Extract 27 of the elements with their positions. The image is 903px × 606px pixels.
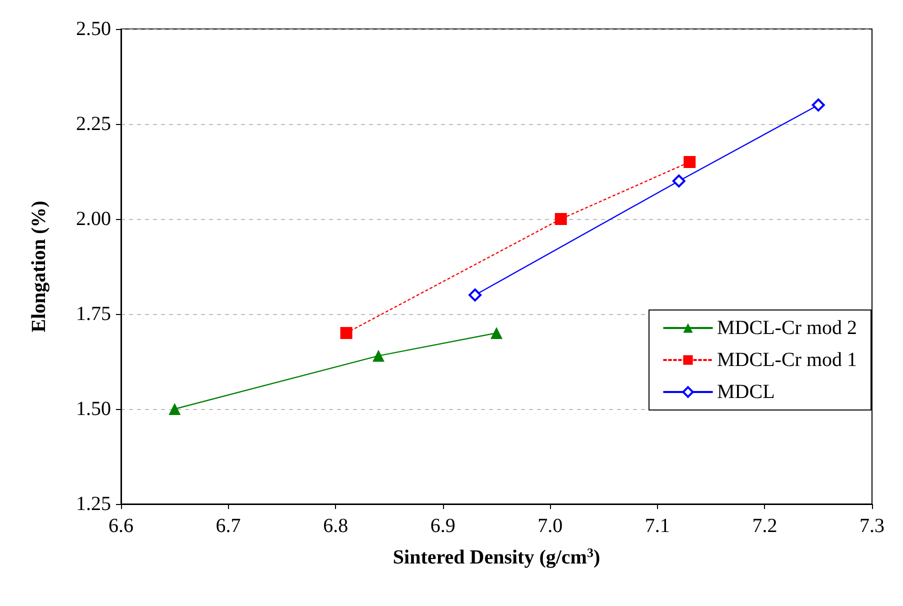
x-tick-label: 6.9	[430, 515, 456, 537]
legend-label: MDCL-Cr mod 2	[717, 317, 857, 339]
y-tick-label: 2.25	[76, 113, 111, 135]
point	[468, 288, 482, 302]
y-tick-label: 1.25	[76, 493, 111, 515]
x-tick-label: 7.1	[644, 515, 670, 537]
y-tick-label: 2.00	[76, 208, 111, 230]
point	[372, 350, 384, 362]
x-tick-label: 6.8	[323, 515, 348, 537]
legend-label: MDCL-Cr mod 1	[717, 349, 857, 371]
x-tick-label: 6.7	[216, 515, 241, 537]
point	[490, 327, 502, 339]
x-tick-label: 7.0	[538, 515, 563, 537]
y-tick-label: 1.75	[76, 303, 111, 325]
y-tick-label: 2.50	[76, 18, 111, 40]
x-tick-label: 7.3	[860, 515, 884, 537]
x-tick-label: 7.2	[752, 515, 778, 537]
y-axis-title: Elongation (%)	[28, 200, 50, 332]
point	[554, 213, 567, 225]
point	[168, 403, 181, 415]
point	[340, 327, 352, 339]
point	[672, 174, 686, 188]
x-tick-label: 6.6	[108, 515, 134, 537]
y-tick-label: 1.50	[76, 398, 111, 420]
point	[812, 98, 825, 112]
point	[684, 156, 696, 168]
legend-label: MDCL	[717, 381, 775, 403]
